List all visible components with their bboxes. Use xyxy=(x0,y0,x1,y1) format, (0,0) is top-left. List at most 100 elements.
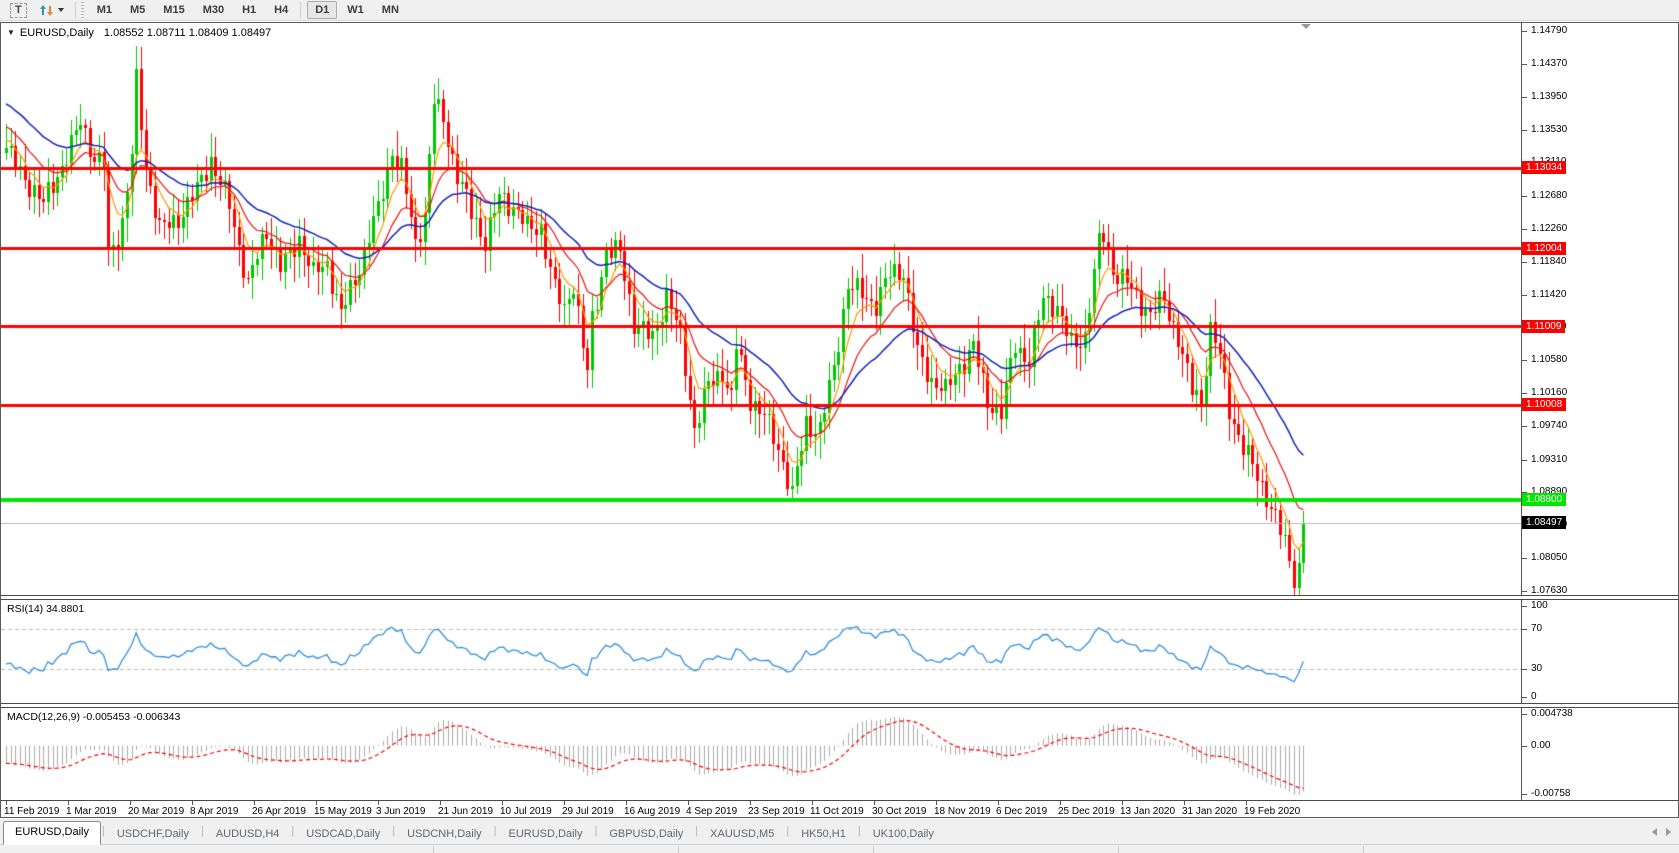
price-axis[interactable]: 1.147901.143701.139501.135301.131101.126… xyxy=(1522,23,1677,597)
arrange-tool-button[interactable] xyxy=(35,1,68,19)
price-axis-tick: 1.13950 xyxy=(1522,91,1567,103)
price-axis-tick: 1.14370 xyxy=(1522,58,1567,70)
date-axis-tickmark xyxy=(688,801,689,805)
date-axis-tickmark xyxy=(564,801,565,805)
chart-window: ▼ EURUSD,Daily 1.08552 1.08711 1.08409 1.0… xyxy=(0,22,1679,818)
main-chart-canvas[interactable] xyxy=(1,23,1521,595)
timeframe-button-h1[interactable]: H1 xyxy=(242,4,257,16)
date-axis-tickmark xyxy=(6,801,7,805)
tab-separator: | xyxy=(695,824,699,837)
date-axis-label: 13 Jan 2020 xyxy=(1120,806,1176,817)
price-axis-tick: 1.12260 xyxy=(1522,223,1567,235)
tab-separator: | xyxy=(857,824,861,837)
price-axis-tick: 1.08050 xyxy=(1522,552,1567,564)
date-axis-tickmark xyxy=(1060,801,1061,805)
date-axis-tickmark xyxy=(1122,801,1123,805)
macd-axis[interactable]: 0.004738 0.00 -0.00758 xyxy=(1522,708,1677,800)
chart-tab-bar: EURUSD,Daily | USDCHF,Daily | AUDUSD,H4 | USDC… xyxy=(0,818,1679,845)
panel-separator[interactable] xyxy=(1,595,1678,600)
timeframe-button-d1[interactable]: D1 xyxy=(307,1,338,19)
date-axis-label: 10 Jul 2019 xyxy=(500,806,552,817)
date-axis-tickmark xyxy=(316,801,317,805)
date-axis-tickmark xyxy=(378,801,379,805)
current-price-tag: 1.08497 xyxy=(1522,516,1567,530)
toolbar-separator xyxy=(300,2,302,18)
date-axis-tickmark xyxy=(192,801,193,805)
date-axis-tickmark xyxy=(874,801,875,805)
date-axis-label: 26 Apr 2019 xyxy=(252,806,306,817)
collapse-triangle-icon[interactable]: ▼ xyxy=(7,28,15,37)
macd-axis-tick: -0.00758 xyxy=(1522,788,1570,800)
rsi-axis-tick: 30 xyxy=(1522,663,1542,675)
date-axis-label: 11 Oct 2019 xyxy=(810,806,864,817)
rsi-axis[interactable]: 100 70 30 0 xyxy=(1522,600,1677,703)
chart-tab-usdcnh-daily[interactable]: USDCNH,Daily xyxy=(407,828,482,840)
chart-tab-eurusd-daily[interactable]: EURUSD,Daily xyxy=(3,821,101,845)
statusbar-separator xyxy=(1118,846,1119,853)
date-axis-label: 6 Dec 2019 xyxy=(996,806,1048,817)
chart-tab-usdchf-daily[interactable]: USDCHF,Daily xyxy=(116,828,189,840)
chart-tab-xauusd-m5[interactable]: XAUUSD,M5 xyxy=(710,828,775,840)
date-axis-label: 21 Jun 2019 xyxy=(438,806,494,817)
timeframe-button-mn[interactable]: MN xyxy=(381,4,399,16)
timeframe-button-m5[interactable]: M5 xyxy=(130,4,146,16)
panel-separator[interactable] xyxy=(1,703,1678,708)
tab-scroll-right-icon[interactable] xyxy=(1666,827,1671,836)
timeframe-button-h4[interactable]: H4 xyxy=(274,4,289,16)
tab-separator: | xyxy=(291,824,295,837)
price-plot-area[interactable] xyxy=(1,23,1522,595)
date-axis-label: 25 Dec 2019 xyxy=(1058,806,1115,817)
macd-canvas[interactable] xyxy=(1,708,1521,800)
chart-tab-hk50-h1[interactable]: HK50,H1 xyxy=(801,828,846,840)
level-price-tag: 1.11009 xyxy=(1522,319,1566,333)
tab-separator: | xyxy=(392,824,396,837)
timeframe-button-m15[interactable]: M15 xyxy=(163,4,185,16)
date-axis[interactable]: 11 Feb 2019 1 Mar 2019 20 Mar 2019 8 Apr 20… xyxy=(1,801,1678,821)
arrange-icon xyxy=(39,4,53,16)
chart-tab-usdcad-daily[interactable]: USDCAD,Daily xyxy=(306,828,381,840)
price-axis-tick: 1.09310 xyxy=(1522,454,1567,466)
date-axis-label: 19 Feb 2020 xyxy=(1244,806,1301,817)
date-axis-separator xyxy=(1,800,1678,801)
status-bar xyxy=(0,844,1679,853)
tab-separator: | xyxy=(101,824,105,837)
date-axis-label: 31 Jan 2020 xyxy=(1182,806,1238,817)
timeframe-button-w1[interactable]: W1 xyxy=(347,4,364,16)
timeframe-group-1: M1 M5 M15 M30 H1 H4 xyxy=(88,1,298,19)
price-panel: ▼ EURUSD,Daily 1.08552 1.08711 1.08409 1.0… xyxy=(1,23,1678,597)
rsi-panel: RSI(14) 34.8801 100 70 30 0 xyxy=(1,600,1678,703)
date-axis-tickmark xyxy=(1184,801,1185,805)
macd-axis-tick: 0.004738 xyxy=(1522,708,1573,720)
date-axis-tickmark xyxy=(750,801,751,805)
macd-plot-area[interactable] xyxy=(1,708,1522,800)
date-axis-tickmark xyxy=(936,801,937,805)
chart-tab-audusd-h4[interactable]: AUDUSD,H4 xyxy=(215,828,280,840)
statusbar-separator xyxy=(873,846,874,853)
text-tool-icon: T xyxy=(10,2,27,18)
date-axis-tickmark xyxy=(998,801,999,805)
rsi-canvas[interactable] xyxy=(1,600,1521,703)
chart-tab-eurusd-daily[interactable]: EURUSD,Daily xyxy=(508,828,583,840)
date-axis-tickmark xyxy=(812,801,813,805)
tab-separator: | xyxy=(200,824,204,837)
tab-scroll-left-icon[interactable] xyxy=(1652,827,1657,836)
price-axis-tick: 1.11420 xyxy=(1522,289,1566,301)
date-axis-tickmark xyxy=(626,801,627,805)
statusbar-separator xyxy=(433,846,434,853)
rsi-plot-area[interactable] xyxy=(1,600,1522,703)
timeframe-button-m30[interactable]: M30 xyxy=(202,4,225,16)
chart-tab-gbpusd-daily[interactable]: GBPUSD,Daily xyxy=(609,828,684,840)
statusbar-separator xyxy=(678,846,679,853)
level-price-tag: 1.13034 xyxy=(1522,161,1567,175)
chart-shift-marker-icon[interactable] xyxy=(1301,24,1311,29)
date-axis-label: 23 Sep 2019 xyxy=(748,806,805,817)
price-axis-tick: 1.07630 xyxy=(1522,585,1567,597)
toolbar-drag-handle[interactable] xyxy=(80,2,84,18)
date-axis-label: 30 Oct 2019 xyxy=(872,806,927,817)
timeframe-button-m1[interactable]: M1 xyxy=(96,4,113,16)
level-price-tag: 1.12004 xyxy=(1522,241,1567,255)
chart-tab-uk100-daily[interactable]: UK100,Daily xyxy=(872,828,934,840)
date-axis-label: 29 Jul 2019 xyxy=(562,806,614,817)
text-tool-button[interactable]: T xyxy=(6,1,31,19)
price-axis-tick: 1.12680 xyxy=(1522,190,1567,202)
